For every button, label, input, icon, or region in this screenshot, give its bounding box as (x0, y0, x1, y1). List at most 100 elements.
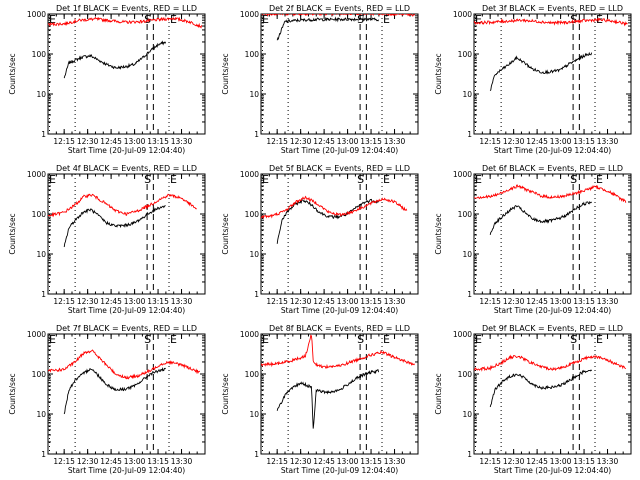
y-tick-label: 100 (245, 370, 260, 379)
marker-label-e: E (475, 13, 482, 26)
y-tick-label: 100 (458, 370, 473, 379)
marker-label-e: E (383, 173, 390, 186)
marker-label-e: E (596, 173, 603, 186)
y-tick-label: 1 (467, 290, 472, 299)
series-line-lld (261, 334, 415, 369)
x-tick-label: 13:00 (124, 457, 146, 466)
series-line-events (63, 40, 167, 79)
chart-panel-4: Det 4f BLACK = Events, RED = LLD 1 10 100 10… (8, 164, 206, 315)
x-tick-label: 13:30 (597, 137, 619, 146)
plot-frame (47, 333, 206, 455)
chart-title: Det 9f BLACK = Events, RED = LLD (482, 324, 623, 333)
x-axis-label: Start Time (20-Jul-09 12:04:40) (281, 466, 398, 475)
x-axis-label: Start Time (20-Jul-09 12:04:40) (281, 146, 398, 155)
y-tick-label: 10 (36, 250, 46, 259)
plot-frame (473, 333, 632, 455)
y-tick-label: 1 (467, 130, 472, 139)
chart-title: Det 6f BLACK = Events, RED = LLD (482, 164, 623, 173)
x-tick-label: 13:00 (550, 457, 572, 466)
marker-label-e: E (475, 333, 482, 346)
x-tick-label: 13:30 (384, 297, 406, 306)
marker-label-e: E (262, 333, 269, 346)
x-tick-label: 13:15 (147, 137, 169, 146)
y-tick-label: 1000 (27, 10, 46, 19)
x-tick-label: 12:15 (266, 297, 288, 306)
x-tick-label: 12:15 (53, 297, 75, 306)
x-tick-label: 12:45 (313, 457, 335, 466)
x-axis-label: Start Time (20-Jul-09 12:04:40) (281, 306, 398, 315)
chart-panel-1: Det 1f BLACK = Events, RED = LLD 1 10 100 10… (8, 4, 206, 155)
series-line-lld (48, 349, 201, 380)
y-tick-label: 1000 (240, 170, 259, 179)
x-tick-label: 12:45 (526, 137, 548, 146)
plot-frame (473, 13, 632, 135)
marker-label-e: E (49, 333, 56, 346)
y-tick-label: 1 (254, 290, 259, 299)
y-axis-label: Counts/sec (221, 373, 230, 414)
plot-area (261, 195, 408, 244)
x-axis-label: Start Time (20-Jul-09 12:04:40) (68, 146, 185, 155)
chart-panel-2: Det 2f BLACK = Events, RED = LLD 1 10 100 10… (221, 4, 419, 155)
y-axis-label: Counts/sec (434, 53, 443, 94)
series-line-lld (48, 193, 198, 218)
x-tick-label: 13:30 (171, 137, 193, 146)
series-line-events (276, 369, 380, 429)
series-line-lld (474, 17, 628, 27)
x-tick-label: 13:15 (573, 137, 595, 146)
x-tick-label: 12:15 (53, 137, 75, 146)
y-tick-label: 1000 (240, 330, 259, 339)
y-tick-label: 10 (249, 410, 259, 419)
y-axis-label: Counts/sec (434, 213, 443, 254)
marker-label-e: E (475, 173, 482, 186)
x-tick-label: 13:30 (597, 297, 619, 306)
chart-title: Det 1f BLACK = Events, RED = LLD (56, 4, 197, 13)
x-tick-label: 12:45 (100, 137, 122, 146)
y-tick-label: 10 (249, 250, 259, 259)
chart-title: Det 5f BLACK = Events, RED = LLD (269, 164, 410, 173)
plot-area (474, 354, 627, 408)
y-tick-label: 1000 (240, 10, 259, 19)
x-tick-label: 13:30 (171, 297, 193, 306)
series-line-lld (48, 16, 203, 29)
x-tick-label: 12:45 (526, 297, 548, 306)
y-tick-label: 100 (458, 50, 473, 59)
y-tick-label: 10 (36, 410, 46, 419)
x-tick-label: 12:30 (290, 457, 312, 466)
y-axis-label: Counts/sec (8, 373, 17, 414)
x-axis-label: Start Time (20-Jul-09 12:04:40) (494, 306, 611, 315)
chart-title: Det 7f BLACK = Events, RED = LLD (56, 324, 197, 333)
x-tick-label: 13:30 (171, 457, 193, 466)
y-tick-label: 100 (32, 50, 47, 59)
x-tick-label: 13:00 (337, 297, 359, 306)
series-line-events (63, 205, 166, 248)
plot-area (474, 184, 627, 236)
y-tick-label: 10 (462, 250, 472, 259)
x-axis-label: Start Time (20-Jul-09 12:04:40) (494, 146, 611, 155)
marker-label-s: S (570, 173, 577, 186)
x-tick-label: 12:30 (77, 137, 99, 146)
y-axis-label: Counts/sec (8, 53, 17, 94)
y-tick-label: 1 (254, 450, 259, 459)
plot-frame (47, 13, 206, 135)
x-tick-label: 12:45 (100, 457, 122, 466)
x-tick-label: 13:30 (384, 457, 406, 466)
series-line-events (489, 51, 593, 92)
chart-panel-6: Det 6f BLACK = Events, RED = LLD 1 10 100 10… (434, 164, 632, 315)
x-tick-label: 13:00 (550, 137, 572, 146)
x-tick-label: 12:15 (479, 137, 501, 146)
x-tick-label: 13:15 (360, 297, 382, 306)
plot-area (48, 16, 203, 79)
plot-area (48, 193, 198, 248)
x-tick-label: 13:15 (147, 457, 169, 466)
x-tick-label: 12:45 (100, 297, 122, 306)
y-tick-label: 100 (245, 210, 260, 219)
marker-label-s: S (570, 333, 577, 346)
x-tick-label: 12:30 (77, 297, 99, 306)
x-tick-label: 13:00 (337, 457, 359, 466)
marker-label-e: E (170, 333, 177, 346)
marker-label-e: E (596, 333, 603, 346)
x-axis-label: Start Time (20-Jul-09 12:04:40) (494, 466, 611, 475)
marker-label-e: E (170, 13, 177, 26)
x-tick-label: 12:15 (53, 457, 75, 466)
